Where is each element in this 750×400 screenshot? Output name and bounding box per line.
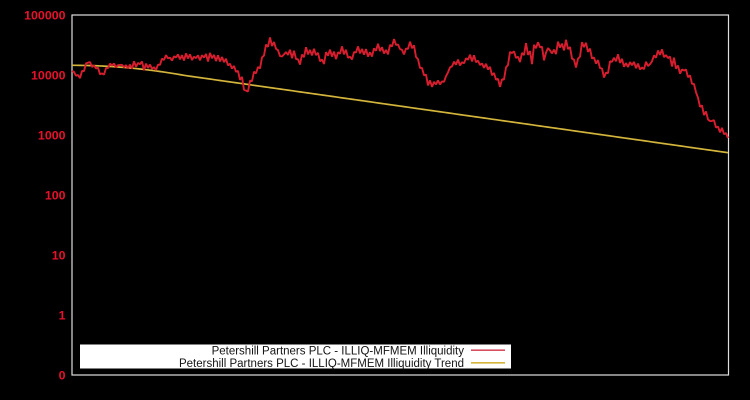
svg-text:1: 1: [59, 309, 66, 323]
svg-text:0: 0: [59, 369, 66, 383]
svg-text:10000: 10000: [31, 69, 66, 83]
svg-text:100000: 100000: [24, 9, 65, 23]
svg-text:100: 100: [45, 189, 66, 203]
svg-text:Petershill Partners PLC - ILLI: Petershill Partners PLC - ILLIQ-MFMEM Il…: [212, 345, 465, 357]
svg-text:10: 10: [52, 249, 66, 263]
svg-text:1000: 1000: [38, 129, 66, 143]
svg-text:Petershill Partners PLC - ILLI: Petershill Partners PLC - ILLIQ-MFMEM Il…: [179, 358, 464, 370]
